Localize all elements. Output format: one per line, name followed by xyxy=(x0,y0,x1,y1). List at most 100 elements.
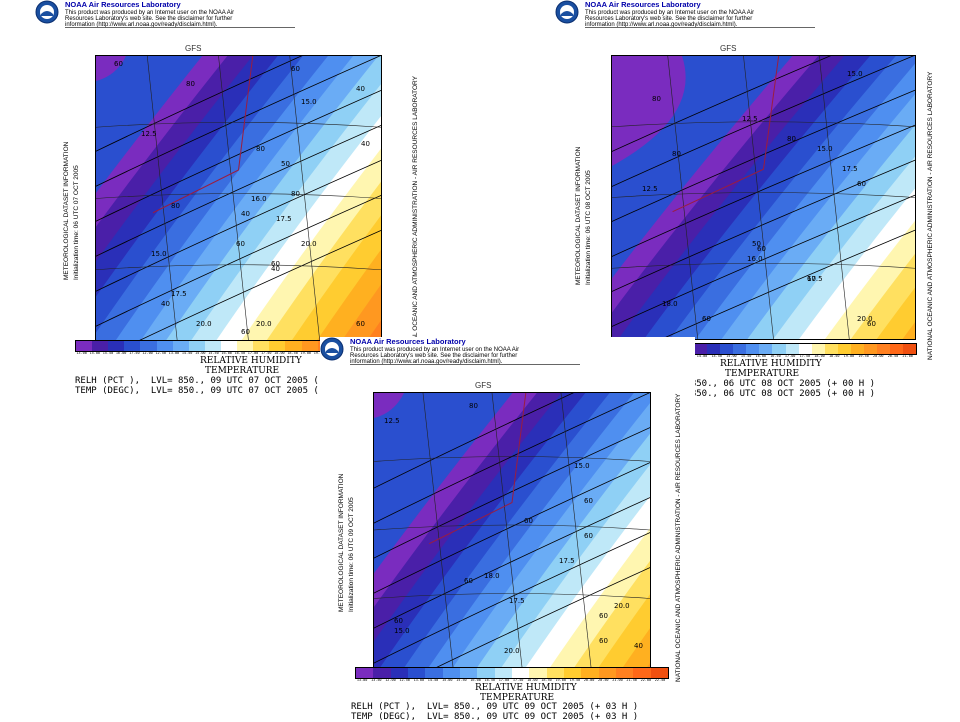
info-relh: RELH (PCT ), LVL= 850., 09 UTC 07 OCT 20… xyxy=(75,376,319,386)
info-relh: = 850., 06 UTC 08 OCT 2005 (+ 00 H ) xyxy=(680,379,876,389)
color-scale-tick: 18.00 xyxy=(527,678,538,682)
color-scale-tick: 17.00 xyxy=(247,351,259,355)
color-scale-swatch xyxy=(373,668,391,678)
relative-humidity-map: 12.5 80 15.0 60 60 60 18.0 17.5 60 60 17.5 60 15.0 20… xyxy=(373,392,651,668)
color-scale-tick: 14.00 xyxy=(696,354,708,358)
contour-label: 15.0 xyxy=(301,98,317,106)
contour-line xyxy=(96,56,303,152)
contour-label: 15.0 xyxy=(394,627,410,635)
contour-line xyxy=(96,194,381,327)
color-scale-tick: 20.50 xyxy=(598,678,609,682)
grid-line xyxy=(491,393,523,667)
header-line1: This product was produced by an Internet… xyxy=(585,10,755,16)
contour-label: 60 xyxy=(464,577,473,585)
contour-label: 17.5 xyxy=(842,165,858,173)
contour-label: 17.5 xyxy=(171,290,187,298)
contour-label: 40 xyxy=(271,265,280,273)
contour-label: 60 xyxy=(241,328,250,336)
contour-label: 80 xyxy=(469,402,478,410)
color-scale-tick: 13.00 xyxy=(168,351,180,355)
contour-line xyxy=(612,124,915,257)
color-scale-swatch xyxy=(108,341,125,351)
noaa-header: NOAA Air Resources Laboratory This produ… xyxy=(35,0,295,30)
contour-line xyxy=(96,159,381,292)
plot-title-temp: TEMPERATURE xyxy=(480,693,555,703)
color-scale-tick: 15.50 xyxy=(102,351,114,355)
color-scale-swatch xyxy=(546,668,564,678)
color-scale-swatch xyxy=(824,344,838,354)
grid-line xyxy=(374,456,650,462)
contour-line xyxy=(96,124,381,257)
contour-line xyxy=(374,393,650,524)
color-scale-swatch xyxy=(615,668,634,678)
side-label-init: Initialization time: 06 UTC 09 OCT 2005 xyxy=(348,497,355,612)
contour-label: 15.0 xyxy=(151,250,167,258)
color-scale-tick: 20.00 xyxy=(873,354,884,358)
color-scale-tick: 14.50 xyxy=(711,354,722,358)
contour-label: 50 xyxy=(752,240,761,248)
color-scale-swatch xyxy=(650,668,668,678)
grid-line xyxy=(96,121,381,128)
contour-label: 40 xyxy=(161,300,170,308)
info-temp: = 850., 06 UTC 08 OCT 2005 (+ 00 H ) xyxy=(680,389,876,399)
color-scale-tick: 15.50 xyxy=(456,678,467,682)
color-scale-swatch xyxy=(511,668,530,678)
contour-line xyxy=(374,497,650,629)
color-scale-tick: 15.00 xyxy=(89,351,101,355)
grid-line xyxy=(612,192,915,198)
grid-line xyxy=(96,264,381,271)
color-scale-swatch xyxy=(494,668,512,678)
color-scale-tick: 17.50 xyxy=(512,678,524,682)
color-scale-tick: 15.00 xyxy=(726,354,737,358)
color-scale-tick: 20.00 xyxy=(583,678,595,682)
info-temp: TEMP (DEGC), LVL= 850., 09 UTC 07 OCT 20… xyxy=(75,386,319,396)
header-org: NOAA Air Resources Laboratory xyxy=(350,337,466,346)
color-scale-tick: 13.00 xyxy=(76,351,87,355)
contour-label: 15.0 xyxy=(574,462,590,470)
noaa-logo-icon xyxy=(35,0,59,24)
contour-label: 80 xyxy=(672,150,681,158)
color-scale-swatch xyxy=(890,344,904,354)
map-fill-2: 8015.012.58015.08012.517.5605016.0606017… xyxy=(612,56,915,339)
header-divider xyxy=(350,364,580,365)
color-scale-tick: 18.50 xyxy=(287,351,298,355)
color-scale-tick: 13.00 xyxy=(413,678,425,682)
color-scale-swatch xyxy=(798,344,812,354)
color-scale-tick: 14.50 xyxy=(181,351,193,355)
contour-label: 40 xyxy=(356,85,365,93)
color-scale-swatch xyxy=(425,668,443,678)
contour-label: 20.0 xyxy=(857,315,873,323)
color-scale-swatch xyxy=(442,668,460,678)
color-scale-swatch xyxy=(733,344,747,354)
map-panel-2: NOAA Air Resources Laboratory This produ… xyxy=(555,0,960,400)
contour-label: 60 xyxy=(599,612,608,620)
humidity-band xyxy=(623,628,650,667)
color-scale-swatch xyxy=(694,344,708,354)
contour-label: 60 xyxy=(807,275,816,283)
contour-label: 50 xyxy=(281,160,290,168)
color-scale-swatch xyxy=(92,341,109,351)
color-scale-tick: 12.00 xyxy=(385,678,396,682)
color-scale-tick: 14.50 xyxy=(427,678,439,682)
contour-label: 80 xyxy=(652,95,661,103)
color-scale-tick: 21.00 xyxy=(902,354,913,358)
contour-label: 60 xyxy=(757,245,766,253)
side-label-init: Initialization time: 06 UTC 08 OCT 2005 xyxy=(585,170,592,285)
header-line2: Resources Laboratory's web site. See the… xyxy=(65,16,233,22)
color-scale-swatch xyxy=(598,668,616,678)
contour-label: 12.5 xyxy=(141,130,157,138)
contour-line xyxy=(137,229,381,341)
map-panel-3: NOAA Air Resources Laboratory This produ… xyxy=(320,337,695,722)
humidity-band xyxy=(341,284,381,341)
contour-label: 60 xyxy=(394,617,403,625)
color-scale-tick: 16.00 xyxy=(115,351,127,355)
header-line2: Resources Laboratory's web site. See the… xyxy=(585,16,753,22)
color-scale-tick: 13.00 xyxy=(356,678,368,682)
color-scale-tick: 17.00 xyxy=(498,678,510,682)
humidity-band xyxy=(366,320,381,341)
color-scale-swatch xyxy=(76,341,93,351)
grid-line xyxy=(743,56,774,339)
color-scale-swatch xyxy=(140,341,157,351)
purple-corner-region xyxy=(96,56,126,81)
color-scale-swatch xyxy=(746,344,760,354)
